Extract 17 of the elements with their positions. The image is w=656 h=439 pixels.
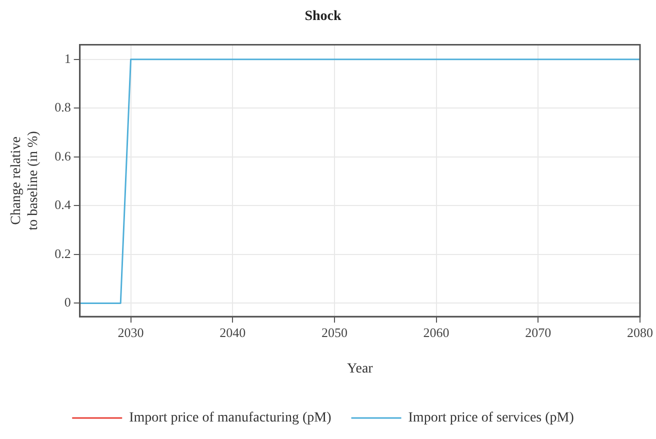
x-tick-label: 2080 <box>627 324 653 340</box>
x-tick-label: 2030 <box>118 324 144 340</box>
x-tick-label: 2050 <box>321 324 348 340</box>
x-tick-label: 2040 <box>220 324 246 340</box>
y-tick-label: 1 <box>64 50 71 66</box>
x-tick-label: 2070 <box>525 324 552 340</box>
y-tick-label: 0.4 <box>54 197 72 212</box>
legend-label: Import price of manufacturing (pM) <box>129 410 332 426</box>
legend-label: Import price of services (pM) <box>408 410 574 426</box>
chart-title: Shock <box>304 9 342 24</box>
y-tick-label: 0 <box>64 294 71 310</box>
y-tick-label: 0.8 <box>54 100 71 115</box>
x-axis-title: Year <box>347 361 374 376</box>
x-tick-label: 2060 <box>423 324 450 340</box>
y-tick-label: 0.6 <box>54 148 72 164</box>
y-tick-label: 0.2 <box>54 246 71 261</box>
y-axis-title: Change relative to baseline (in %) <box>9 130 41 230</box>
